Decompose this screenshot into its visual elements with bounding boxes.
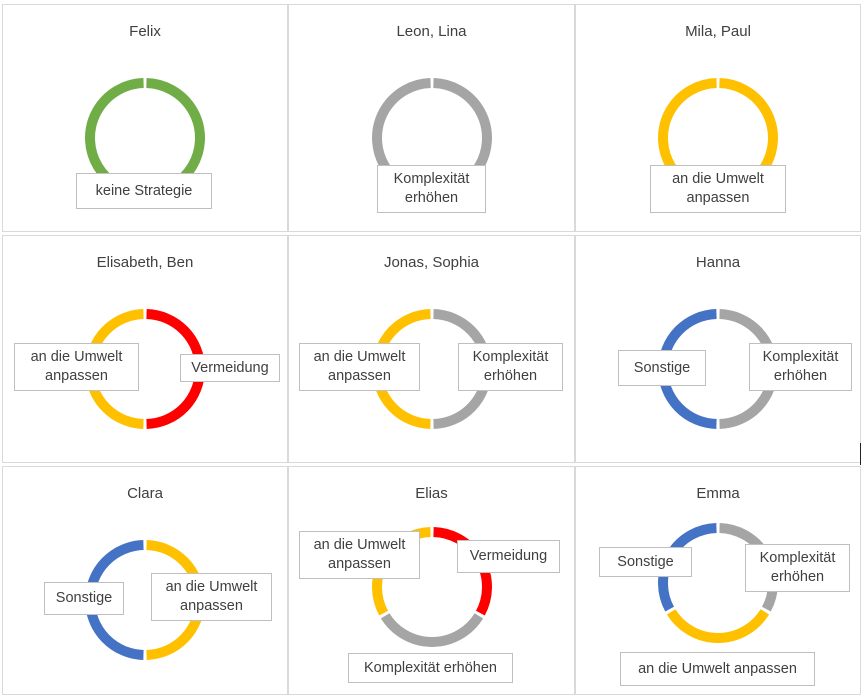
data-label: an die Umwelt anpassen [650, 165, 786, 213]
chart-title: Jonas, Sophia [383, 254, 480, 271]
data-label: Komplexität erhöhen [377, 165, 486, 213]
chart-title: Clara [127, 485, 163, 502]
chart-title: Mila, Paul [685, 23, 751, 40]
chart-title: Felix [129, 23, 161, 40]
donut-slice-an-die-umwelt-anpassen [666, 609, 770, 643]
data-label: Sonstige [44, 582, 124, 615]
chart-title: Leon, Lina [396, 23, 467, 40]
window-edge-marker [860, 443, 861, 465]
data-label: Vermeidung [457, 540, 560, 573]
data-label: Sonstige [618, 350, 706, 386]
data-label: Sonstige [599, 547, 692, 577]
data-label: an die Umwelt anpassen [14, 343, 139, 391]
chart-panel-leon-lina: Leon, Lina Komplexität erhöhen [288, 4, 575, 232]
chart-title: Elias [415, 485, 448, 502]
chart-panel-emma: Emma Komplexität erhöhen an die Umwelt an… [575, 466, 861, 695]
chart-panel-felix: Felix keine Strategie [2, 4, 288, 232]
chart-panel-mila-paul: Mila, Paul an die Umwelt anpassen [575, 4, 861, 232]
chart-title: Elisabeth, Ben [96, 254, 194, 271]
chart-panel-hanna: Hanna Komplexität erhöhen Sonstige [575, 235, 861, 463]
chart-panel-clara: Clara an die Umwelt anpassen Sonstige [2, 466, 288, 695]
data-label: an die Umwelt anpassen [299, 343, 420, 391]
chart-title: Hanna [695, 254, 741, 271]
data-label: an die Umwelt anpassen [151, 573, 272, 621]
chart-panel-jonas-sophia: Jonas, Sophia Komplexität erhöhen an die … [288, 235, 575, 463]
chart-panel-elias: Elias Vermeidung Komplexität erhöhen an di… [288, 466, 575, 695]
data-label: Komplexität erhöhen [348, 653, 513, 683]
data-label: Komplexität erhöhen [749, 343, 852, 391]
chart-title: Emma [696, 485, 740, 502]
data-label: an die Umwelt anpassen [299, 531, 420, 579]
data-label: an die Umwelt anpassen [620, 652, 815, 686]
data-label: keine Strategie [76, 173, 212, 209]
data-label: Vermeidung [180, 354, 280, 382]
data-label: Komplexität erhöhen [745, 544, 850, 592]
donut-slice-komplexität-erhöhen [380, 613, 484, 647]
chart-panel-elisabeth-ben: Elisabeth, Ben Vermeidung an die Umwelt a… [2, 235, 288, 463]
data-label: Komplexität erhöhen [458, 343, 563, 391]
